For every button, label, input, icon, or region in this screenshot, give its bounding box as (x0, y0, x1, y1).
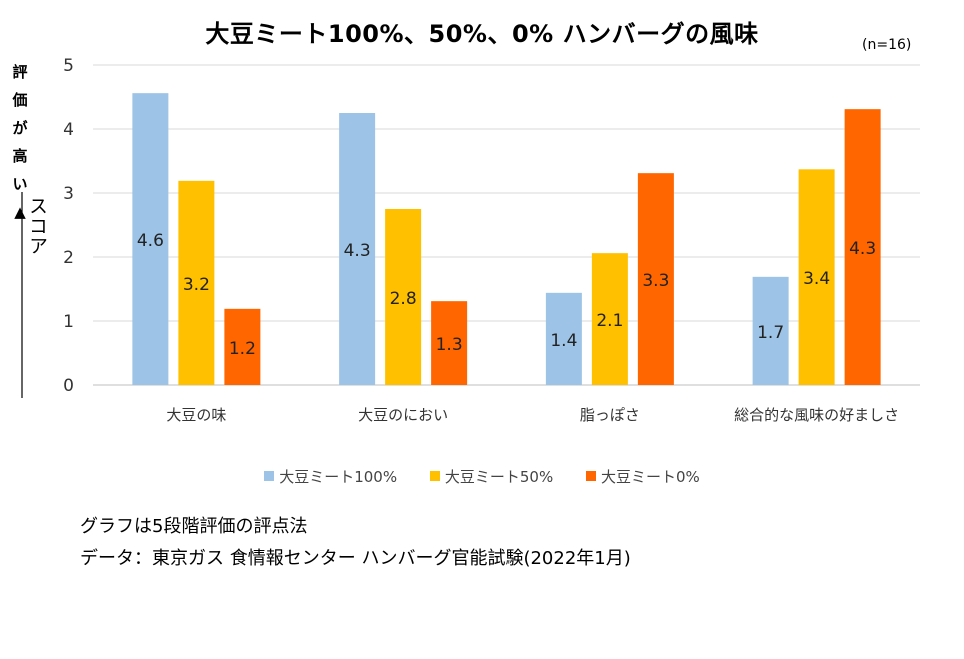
sample-size-note: (n=16) (862, 37, 912, 53)
bar-value-label: 3.3 (642, 271, 669, 291)
bar-value-label: 4.6 (137, 231, 164, 251)
legend-swatch (429, 471, 440, 481)
y-tick-label: 5 (63, 56, 74, 76)
bar (752, 276, 789, 385)
bar-chart: 4.6 3.2 1.2 4.3 2.8 1.3 1.4 2.1 3.3 1.7 3.4 4.3 0 1 2… (21, 56, 920, 424)
legend-label: 大豆ミート0% (600, 468, 700, 486)
source-note: データ：東京ガス 食情報センター ハンバーグ官能試験(2022年1月) (80, 548, 631, 569)
bar-value-label: 2.1 (596, 311, 623, 331)
y-tick-label: 3 (63, 184, 74, 204)
bar (431, 301, 468, 385)
bar (132, 93, 169, 385)
legend-item: 大豆ミート50% (429, 466, 554, 487)
y-label-char: が (12, 119, 28, 137)
y-label-char: 評 (12, 63, 28, 81)
legend-item: 大豆ミート100% (264, 466, 397, 487)
legend-swatch (585, 471, 596, 481)
bar-value-label: 3.4 (803, 269, 830, 289)
bar-value-label: 3.2 (183, 275, 210, 295)
category-label: 大豆のにおい (358, 406, 448, 424)
y-tick-label: 2 (63, 248, 74, 268)
category-label: 総合的な風味の好ましさ (734, 406, 899, 424)
legend-item: 大豆ミート0% (585, 466, 700, 487)
legend: 大豆ミート100% 大豆ミート50% 大豆ミート0% (0, 466, 964, 487)
bar (591, 253, 628, 385)
category-label: 大豆の味 (166, 406, 226, 424)
legend-swatch (264, 471, 275, 481)
bar-value-label: 4.3 (849, 239, 876, 259)
bar (545, 292, 582, 385)
y-tick-label: 4 (63, 120, 74, 140)
bar (637, 173, 674, 385)
chart-title: 大豆ミート100%、50%、0% ハンバーグの風味 (205, 20, 759, 48)
y-axis-vertical-label: 評 価 が 高 い ▲ (10, 58, 30, 226)
bar (844, 109, 881, 385)
y-label-char: 価 (12, 91, 28, 109)
bar (339, 113, 376, 385)
method-note: グラフは5段階評価の評点法 (80, 516, 308, 537)
legend-label: 大豆ミート50% (444, 468, 554, 486)
bar-value-label: 1.3 (436, 335, 463, 355)
bar (798, 169, 835, 385)
bar (178, 180, 215, 385)
bar-value-label: 1.4 (550, 331, 577, 351)
legend-label: 大豆ミート100% (279, 468, 398, 486)
y-label-char: 高 (12, 147, 28, 165)
y-label-arrow-icon: ▲ (14, 203, 26, 221)
bar-value-label: 4.3 (344, 241, 371, 261)
y-axis-label: スコア (26, 196, 48, 256)
bar (224, 308, 261, 385)
y-label-char: い (12, 175, 28, 193)
bar-value-label: 1.2 (229, 339, 256, 359)
bar (385, 209, 422, 385)
y-tick-label: 1 (63, 312, 74, 332)
bar-value-label: 1.7 (757, 323, 784, 343)
category-label: 脂っぽさ (580, 406, 640, 424)
y-tick-label: 0 (63, 376, 74, 396)
bar-value-label: 2.8 (390, 289, 417, 309)
